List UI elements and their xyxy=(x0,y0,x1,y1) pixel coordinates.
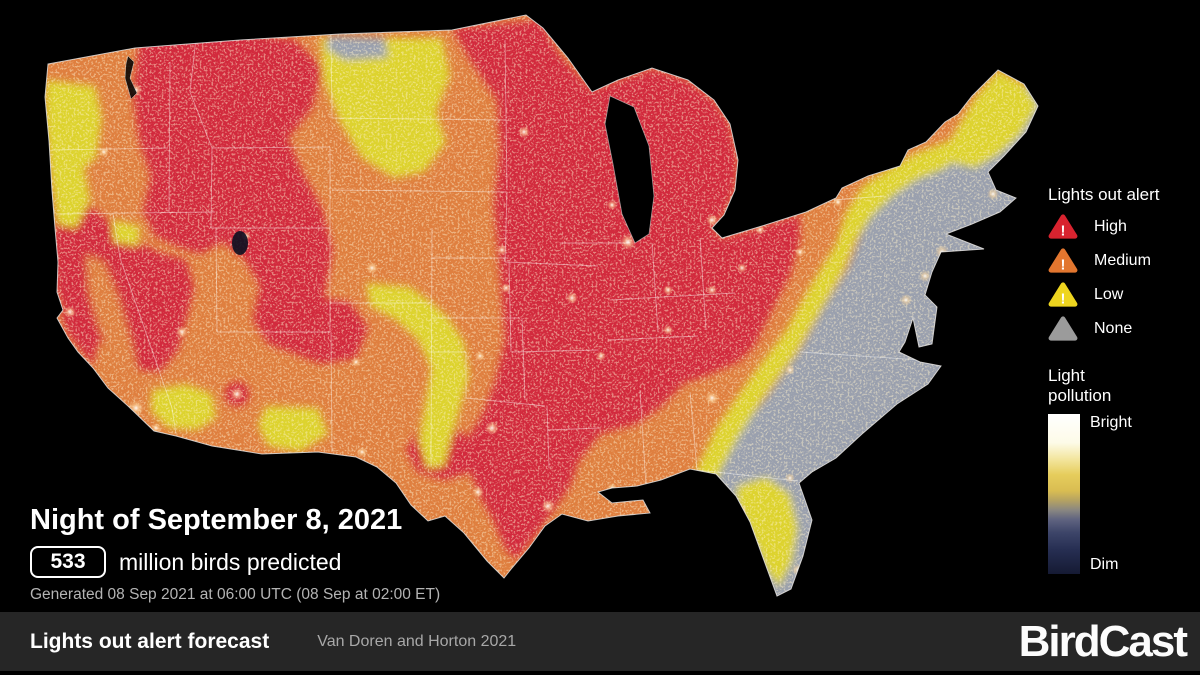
us-coastline xyxy=(44,14,1039,597)
alert-legend-item-medium: ! Medium xyxy=(1048,247,1193,274)
alert-legend-label-none: None xyxy=(1094,319,1133,337)
alert-legend-item-low: ! Low xyxy=(1048,281,1193,308)
bird-count-caption: million birds predicted xyxy=(119,548,342,575)
alert-legend-item-high: ! High xyxy=(1048,213,1193,240)
state-borders xyxy=(51,35,937,487)
svg-text:!: ! xyxy=(1061,257,1066,273)
lake-michigan xyxy=(604,95,655,244)
pollution-legend-title: Light pollution xyxy=(1048,366,1112,405)
medium-alert-triangle-icon: ! xyxy=(1048,248,1078,273)
svg-text:!: ! xyxy=(1061,223,1066,239)
lights-out-alert-legend: Lights out alert ! High ! Medium ! Low xyxy=(1048,185,1193,349)
alert-legend-item-none: None xyxy=(1048,315,1193,342)
forecast-summary: Night of September 8, 2021 533 million b… xyxy=(30,504,440,604)
light-pollution-gradient-bar xyxy=(1048,414,1080,575)
alert-legend-title: Lights out alert xyxy=(1048,185,1160,204)
footer-bar: Lights out alert forecast Van Doren and … xyxy=(0,612,1200,671)
pollution-dim-label: Dim xyxy=(1090,556,1119,574)
light-pollution-legend: Light pollution Bright Dim xyxy=(1048,366,1198,575)
alert-legend-label-high: High xyxy=(1094,217,1127,235)
bird-count-badge: 533 xyxy=(30,546,106,578)
low-alert-triangle-icon: ! xyxy=(1048,282,1078,307)
svg-text:!: ! xyxy=(1061,291,1066,307)
alert-legend-label-medium: Medium xyxy=(1094,251,1151,269)
footer-credit: Van Doren and Horton 2021 xyxy=(317,632,517,650)
pollution-bright-label: Bright xyxy=(1090,414,1132,432)
great-salt-lake xyxy=(232,231,248,255)
forecast-night-title: Night of September 8, 2021 xyxy=(30,504,403,536)
none-alert-triangle-icon xyxy=(1048,316,1078,341)
birdcast-logo: BirdCast xyxy=(1018,616,1188,666)
high-alert-triangle-icon: ! xyxy=(1048,214,1078,239)
footer-title: Lights out alert forecast xyxy=(30,629,270,653)
alert-legend-label-low: Low xyxy=(1094,285,1124,303)
generated-timestamp: Generated 08 Sep 2021 at 06:00 UTC (08 S… xyxy=(30,586,441,603)
puget-sound xyxy=(124,55,138,100)
